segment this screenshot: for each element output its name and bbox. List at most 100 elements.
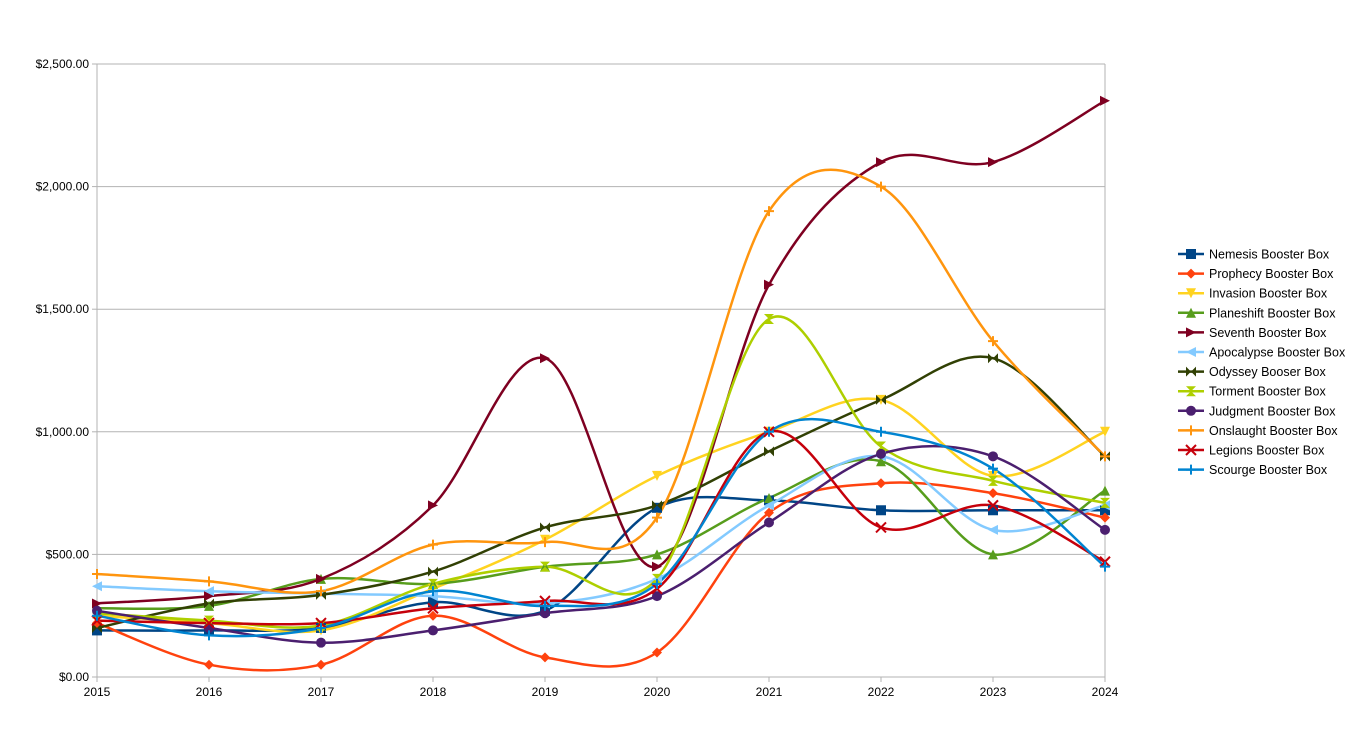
data-point-marker [1100,524,1110,535]
data-point-marker [204,659,214,670]
data-point-marker [1100,561,1110,572]
data-point-marker [875,521,887,534]
data-point-marker [764,507,774,518]
data-point-marker [316,573,326,584]
legend-marker-swatch [1186,249,1196,259]
data-point-marker [652,512,662,523]
data-point-marker [652,578,662,589]
data-point-marker [540,608,550,619]
data-point-marker [204,615,214,626]
x-tick-label: 2023 [980,685,1007,699]
legend-label: Scourge Booster Box [1209,463,1328,477]
data-point-marker [204,630,214,641]
legend-label: Legions Booster Box [1209,444,1325,458]
data-point-marker [988,524,998,535]
data-point-marker [764,446,774,457]
data-point-marker [428,539,438,550]
data-point-marker [1100,512,1110,523]
y-tick-label: $1,000.00 [36,425,90,439]
data-point-marker [316,586,326,597]
legend-label: Nemesis Booster Box [1209,248,1330,262]
data-point-marker [428,566,438,577]
data-point-marker [204,576,214,587]
data-point-marker [988,549,998,560]
legend-marker-swatch [1186,386,1196,397]
legend-label: Seventh Booster Box [1209,326,1327,340]
x-axis-tick-labels: 2015 2016 2017 2018 2019 2020 2021 2022 2023 2024 [84,685,1119,699]
series-line [95,355,1107,630]
data-point-marker [652,500,662,511]
data-point-marker [92,625,102,636]
data-point-marker [876,478,886,489]
data-point-marker [652,573,662,584]
data-point-marker [204,591,214,602]
data-point-marker [988,488,998,499]
data-point-marker [652,549,662,560]
data-point-marker [203,617,215,629]
legend-label: Judgment Booster Box [1209,404,1336,418]
data-point-marker [876,456,886,467]
legend-marker-swatch [1186,327,1196,338]
data-point-marker [540,522,550,533]
legend-marker-swatch [1186,307,1196,318]
data-point-marker [876,448,886,459]
data-point-marker [876,157,886,168]
legend-marker-swatch [1186,268,1196,279]
data-point-marker [764,500,774,511]
data-point-marker [988,336,998,347]
data-point-marker [1100,505,1110,516]
data-point-marker [92,598,102,609]
x-tick-label: 2019 [532,685,559,699]
legend-marker-swatch [1186,464,1196,475]
legend-marker-swatch [1186,425,1196,436]
data-point-marker [764,493,774,504]
legend: Nemesis Booster Box Prophecy Booster Box I… [1178,248,1346,477]
legend-label: Invasion Booster Box [1209,287,1328,301]
data-point-marker [764,314,774,325]
data-point-marker [204,598,214,609]
legend-label: Onslaught Booster Box [1209,424,1338,438]
data-point-marker [876,426,886,437]
data-point-marker [204,586,214,597]
legend-label: Odyssey Booser Box [1209,365,1326,379]
legend-marker-swatch [1186,405,1196,416]
series-line [95,315,1107,629]
data-point-marker [652,502,662,513]
x-tick-label: 2017 [308,685,335,699]
y-tick-label: $2,500.00 [36,57,90,71]
data-point-marker [764,426,774,437]
data-point-marker [1100,95,1110,106]
data-point-marker [988,353,998,364]
data-point-marker [428,500,438,511]
data-point-marker [428,597,438,608]
data-point-marker [540,652,550,663]
data-point-marker [764,206,774,217]
x-tick-label: 2018 [420,685,447,699]
legend-marker-swatch [1186,288,1196,299]
data-point-marker [540,600,550,611]
data-point-marker [652,561,662,572]
x-tick-label: 2021 [756,685,783,699]
data-point-marker [764,279,774,290]
data-point-marker [428,578,438,589]
data-point-marker [876,441,886,452]
data-point-marker [652,470,662,481]
series-line [95,481,1107,672]
data-point-marker [988,463,998,474]
legend-marker-swatch [1185,444,1197,456]
data-point-marker [876,505,886,516]
data-point-marker [1100,426,1110,437]
series-line [95,429,1107,626]
legend-marker-swatch [1186,366,1196,377]
x-tick-label: 2015 [84,685,111,699]
legend-label: Apocalypse Booster Box [1209,346,1346,360]
data-point-marker [316,622,326,633]
data-point-marker [764,517,774,528]
y-tick-label: $500.00 [46,547,90,561]
data-point-marker [428,586,438,597]
series-line [95,99,1107,605]
data-point-marker [652,591,662,602]
data-point-marker [988,475,998,486]
data-point-marker [428,610,438,621]
